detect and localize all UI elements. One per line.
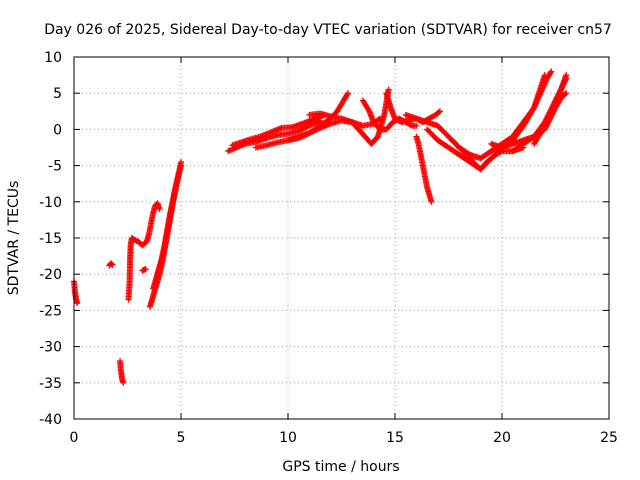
data-point (344, 90, 351, 97)
data-point (436, 108, 443, 115)
y-tick-label: 10 (44, 50, 62, 66)
data-point (120, 379, 127, 386)
x-tick-label: 25 (600, 430, 618, 446)
x-axis-ticks: 0 5 10 15 20 25 (70, 57, 618, 446)
x-tick-label: 20 (493, 430, 511, 446)
data-points (71, 68, 570, 386)
chart-title: Day 026 of 2025, Sidereal Day-to-day VTE… (44, 22, 612, 38)
y-axis-label: SDTVAR / TECUs (6, 181, 22, 296)
data-point (547, 69, 554, 76)
data-point (563, 72, 570, 79)
data-point (109, 261, 116, 268)
x-axis-label: GPS time / hours (282, 459, 399, 475)
data-point (74, 300, 81, 307)
y-tick-label: -10 (39, 195, 62, 211)
data-point (413, 122, 420, 129)
data-point (156, 206, 163, 213)
data-point (407, 122, 414, 129)
x-tick-label: 15 (386, 430, 404, 446)
y-tick-label: -35 (39, 376, 62, 392)
data-point (562, 91, 569, 98)
data-point (548, 68, 555, 75)
y-axis-ticks: -40 -35 -30 -25 -20 -15 -10 -5 0 5 10 (39, 50, 609, 428)
data-point (428, 198, 435, 205)
x-tick-label: 0 (70, 430, 79, 446)
data-point (563, 90, 570, 97)
data-point (435, 109, 442, 116)
data-point (344, 91, 351, 98)
y-tick-label: -15 (39, 231, 62, 247)
y-tick-label: -30 (39, 340, 62, 356)
y-tick-label: -20 (39, 267, 62, 283)
data-point (142, 266, 149, 273)
x-tick-label: 10 (279, 430, 297, 446)
data-point (108, 261, 115, 268)
y-tick-label: -5 (48, 159, 62, 175)
y-tick-label: 0 (53, 122, 62, 138)
data-point (385, 86, 392, 93)
y-tick-label: -40 (39, 412, 62, 428)
x-tick-label: 5 (177, 430, 186, 446)
y-tick-label: -25 (39, 303, 62, 319)
data-point (178, 162, 184, 169)
y-tick-label: 5 (53, 86, 62, 102)
